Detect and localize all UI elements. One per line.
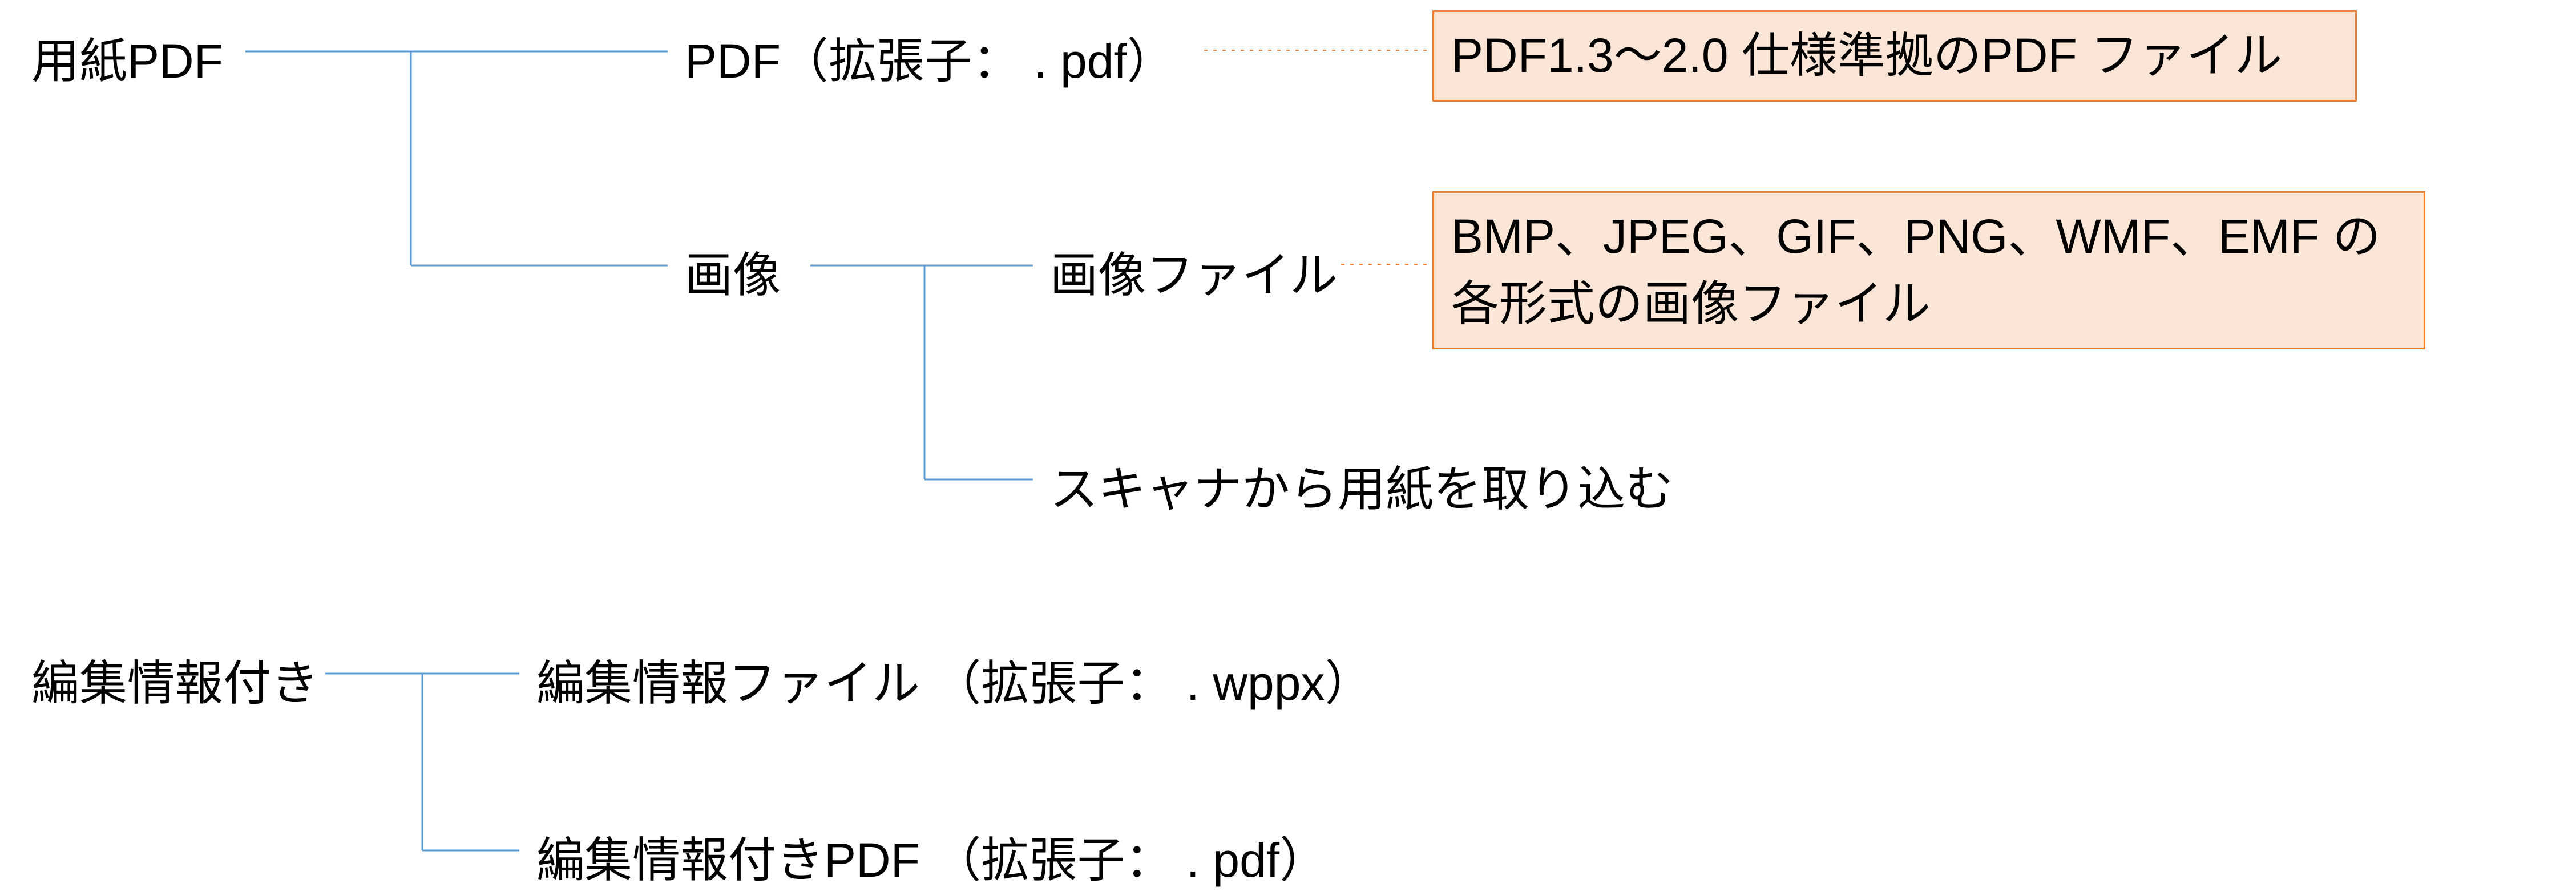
node-image: 画像 — [685, 237, 781, 306]
node-root1: 用紙PDF — [31, 23, 223, 92]
node-root2: 編集情報付き — [31, 645, 319, 714]
node-pdf: PDF（拡張子： . pdf） — [685, 23, 1175, 92]
callout-pdf-spec: PDF1.3～2.0 仕様準拠のPDF ファイル — [1432, 10, 2357, 102]
node-editpdf: 編集情報付きPDF （拡張子： . pdf） — [536, 822, 1327, 891]
callout-image-formats: BMP、JPEG、GIF、PNG、WMF、EMF の各形式の画像ファイル — [1432, 191, 2425, 349]
node-scanner: スキャナから用紙を取り込む — [1050, 451, 1673, 520]
diagram-canvas: 用紙PDF PDF（拡張子： . pdf） 画像 画像ファイル スキャナから用紙… — [0, 0, 2576, 885]
node-imgfile: 画像ファイル — [1050, 237, 1338, 306]
connector-layer — [0, 0, 2576, 885]
node-wppx: 編集情報ファイル （拡張子： . wppx） — [536, 645, 1372, 714]
